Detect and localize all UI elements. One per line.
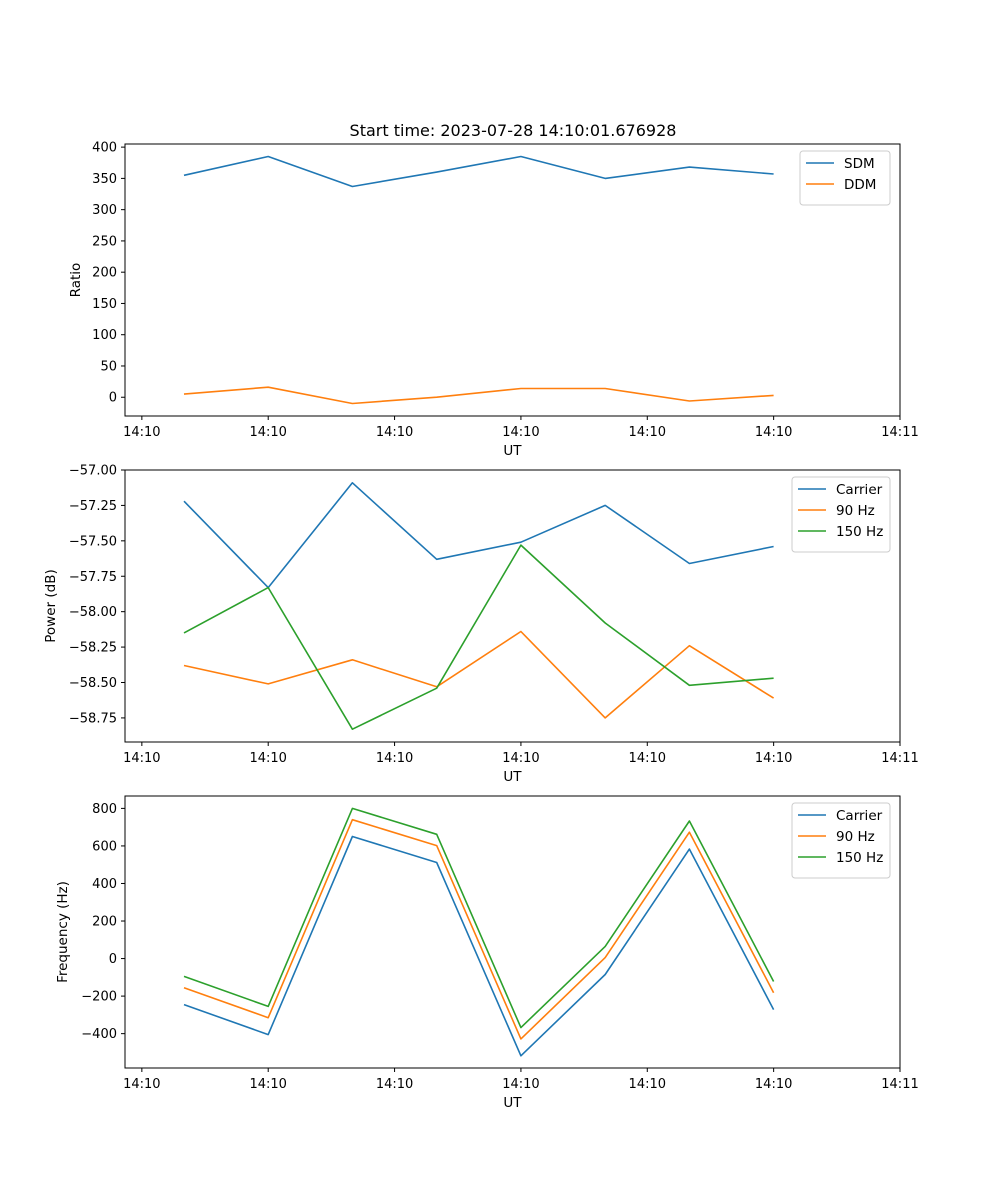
power-axes-frame <box>124 469 901 743</box>
ratio-y-tick-label: 50 <box>100 359 117 374</box>
ratio-y-tick-label: 400 <box>92 141 117 156</box>
ratio-y-axis-label: Ratio <box>68 263 84 298</box>
ratio-axes-frame <box>124 143 901 417</box>
figure-title: Start time: 2023-07-28 14:10:01.676928 <box>350 121 677 140</box>
power-legend-label: 90 Hz <box>836 503 875 519</box>
ratio-panel: 14:10 14:10 14:10 14:10 14:10 14:10 14:11 0 50 10… <box>68 141 919 459</box>
ratio-y-tick-label: 250 <box>92 234 117 249</box>
frequency-axes-frame <box>124 795 901 1069</box>
power-y-tick-label: −58.75 <box>69 711 117 726</box>
power-series-line-150-hz <box>183 544 774 731</box>
frequency-y-tick-label: 800 <box>92 802 117 817</box>
frequency-legend: Carrier 90 Hz 150 Hz <box>791 802 891 879</box>
power-y-axis-label: Power (dB) <box>43 569 59 642</box>
power-x-tick-label: 14:10 <box>755 751 792 766</box>
ratio-y-tick-label: 200 <box>92 266 117 281</box>
frequency-series-line-90-hz <box>183 818 775 1040</box>
frequency-x-tick-label: 14:10 <box>123 1077 160 1092</box>
ratio-x-tick-label: 14:10 <box>249 425 286 440</box>
power-x-axis-label: UT <box>503 769 522 785</box>
power-x-tick-label: 14:10 <box>629 751 666 766</box>
ratio-legend: SDM DDM <box>799 150 891 206</box>
ratio-y-tick-label: 150 <box>92 297 117 312</box>
frequency-x-tick-label: 14:10 <box>502 1077 539 1092</box>
frequency-y-tick-label: −200 <box>81 990 117 1005</box>
power-y-tick-label: −57.50 <box>69 534 117 549</box>
frequency-legend-box <box>791 802 891 879</box>
frequency-y-axis-label: Frequency (Hz) <box>55 881 71 983</box>
power-x-tick-label: 14:10 <box>249 751 286 766</box>
frequency-y-tick-label: 200 <box>92 915 117 930</box>
power-y-tick-label: −58.50 <box>69 676 117 691</box>
power-legend: Carrier 90 Hz 150 Hz <box>791 476 891 553</box>
ratio-legend-box <box>799 150 891 206</box>
frequency-x-tick-label: 14:10 <box>376 1077 413 1092</box>
ratio-x-axis-label: UT <box>503 443 522 459</box>
ratio-x-tick-label: 14:10 <box>629 425 666 440</box>
power-y-tick-label: −58.25 <box>69 641 117 656</box>
ratio-legend-label: DDM <box>844 177 876 193</box>
power-y-tick-label: −57.25 <box>69 499 117 514</box>
ratio-x-tick-label: 14:10 <box>123 425 160 440</box>
power-series-line-90-hz <box>183 630 775 719</box>
ratio-y-tick-label: 100 <box>92 328 117 343</box>
frequency-y-tick-label: 0 <box>109 952 117 967</box>
frequency-y-tick-label: 400 <box>92 877 117 892</box>
ratio-x-tick-label: 14:10 <box>502 425 539 440</box>
ratio-y-tick-label: 0 <box>109 391 117 406</box>
frequency-x-tick-label: 14:11 <box>881 1077 918 1092</box>
power-legend-box <box>791 476 891 553</box>
power-legend-label: Carrier <box>836 482 883 498</box>
frequency-y-tick-label: 600 <box>92 839 117 854</box>
frequency-x-axis-label: UT <box>503 1095 522 1111</box>
ratio-x-tick-label: 14:10 <box>376 425 413 440</box>
ratio-y-tick-label: 350 <box>92 172 117 187</box>
power-panel: 14:10 14:10 14:10 14:10 14:10 14:10 14:11 −58.7… <box>43 464 919 786</box>
power-x-tick-label: 14:10 <box>502 751 539 766</box>
power-x-tick-label: 14:11 <box>881 751 918 766</box>
frequency-legend-label: Carrier <box>836 808 883 824</box>
frequency-series-line-150-hz <box>183 807 775 1029</box>
ratio-x-tick-label: 14:10 <box>755 425 792 440</box>
frequency-legend-label: 150 Hz <box>836 850 883 866</box>
ratio-x-tick-label: 14:11 <box>881 425 918 440</box>
frequency-y-tick-label: −400 <box>81 1027 117 1042</box>
ratio-series-line-sdm <box>183 155 774 188</box>
power-y-tick-label: −58.00 <box>69 605 117 620</box>
power-x-tick-label: 14:10 <box>123 751 160 766</box>
power-x-tick-label: 14:10 <box>376 751 413 766</box>
power-y-tick-label: −57.00 <box>69 464 117 479</box>
ratio-legend-label: SDM <box>844 156 875 172</box>
power-series-line-carrier <box>183 481 774 589</box>
frequency-x-tick-label: 14:10 <box>629 1077 666 1092</box>
frequency-legend-label: 90 Hz <box>836 829 875 845</box>
frequency-series-line-carrier <box>183 835 775 1057</box>
ratio-y-tick-label: 300 <box>92 203 117 218</box>
frequency-panel: 14:10 14:10 14:10 14:10 14:10 14:10 14:11 −400 −… <box>55 795 919 1111</box>
frequency-x-tick-label: 14:10 <box>249 1077 286 1092</box>
power-y-tick-label: −57.75 <box>69 570 117 585</box>
power-legend-label: 150 Hz <box>836 524 883 540</box>
frequency-x-tick-label: 14:10 <box>755 1077 792 1092</box>
ratio-series-line-ddm <box>183 386 774 405</box>
